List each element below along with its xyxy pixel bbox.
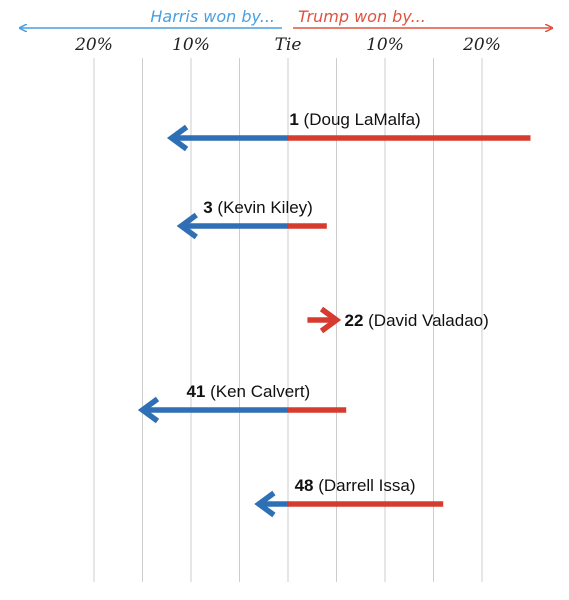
district-representative: (Doug LaMalfa): [299, 110, 421, 129]
arrow-head: [254, 490, 276, 518]
district-row: 1 (Doug LaMalfa): [166, 110, 531, 152]
district-row: 41 (Ken Calvert): [137, 382, 347, 424]
district-number: 1: [289, 110, 298, 129]
district-representative: (Darrell Issa): [314, 476, 416, 495]
arrow-head: [319, 306, 342, 334]
arrow-head: [166, 124, 189, 152]
x-axis-ticks: 20% 10% Tie 10% 20%: [74, 35, 501, 55]
x-tick-label: Tie: [275, 35, 302, 55]
district-row: 22 (David Valadao): [307, 306, 489, 334]
x-tick-label: 10%: [172, 35, 210, 55]
district-number: 22: [345, 311, 364, 330]
x-tick-label: 20%: [462, 35, 501, 55]
district-label: 48 (Darrell Issa): [295, 476, 416, 495]
x-tick-label: 10%: [366, 35, 404, 55]
arrow-head: [176, 212, 198, 240]
district-arrows: 1 (Doug LaMalfa) 3 (Kevin Kiley) 22 (David…: [137, 110, 531, 518]
winner-header: Harris won by... Trump won by...: [20, 7, 552, 28]
district-label: 1 (Doug LaMalfa): [289, 110, 420, 129]
district-number: 3: [203, 198, 212, 217]
district-representative: (David Valadao): [363, 311, 488, 330]
harris-won-label: Harris won by...: [150, 7, 275, 26]
district-row: 3 (Kevin Kiley): [176, 198, 327, 240]
x-tick-label: 20%: [74, 35, 113, 55]
district-label: 3 (Kevin Kiley): [203, 198, 313, 217]
district-row: 48 (Darrell Issa): [254, 476, 444, 518]
trump-won-label: Trump won by...: [298, 7, 426, 26]
district-label: 41 (Ken Calvert): [186, 382, 310, 401]
arrow-head: [137, 396, 160, 424]
district-representative: (Ken Calvert): [205, 382, 310, 401]
district-representative: (Kevin Kiley): [213, 198, 313, 217]
district-label: 22 (David Valadao): [345, 311, 489, 330]
district-number: 48: [295, 476, 314, 495]
district-number: 41: [186, 382, 205, 401]
